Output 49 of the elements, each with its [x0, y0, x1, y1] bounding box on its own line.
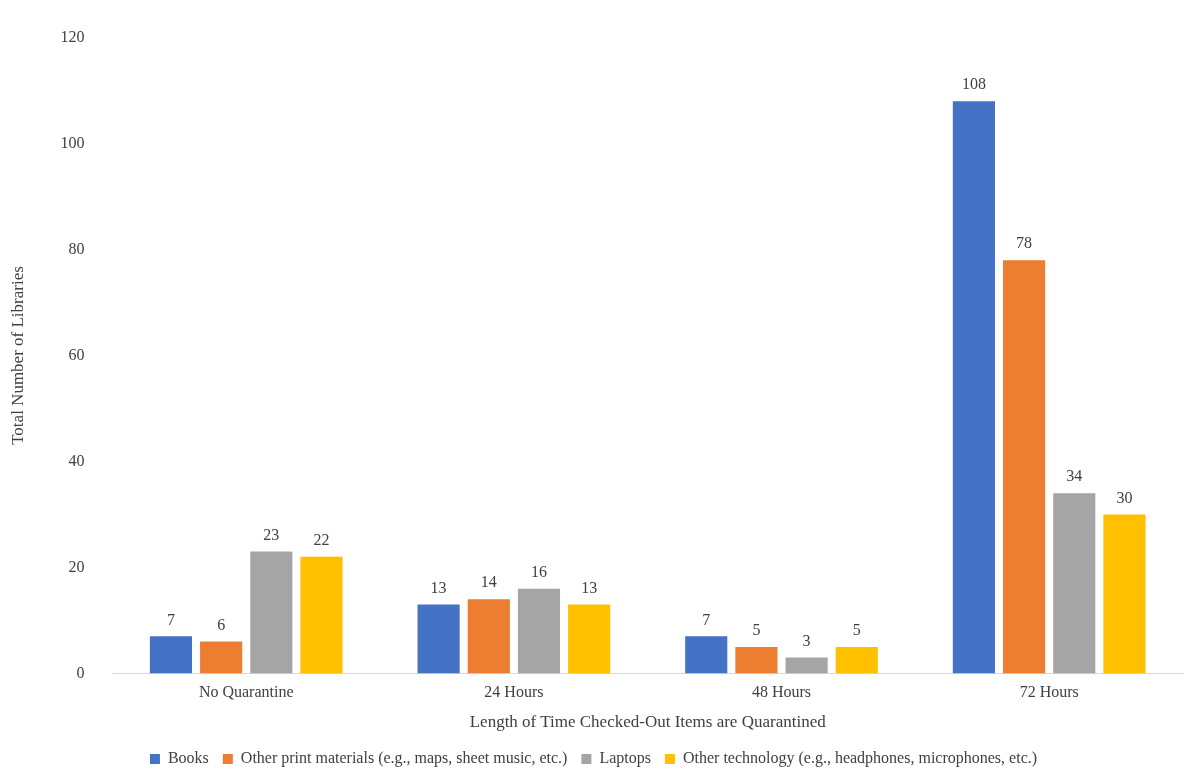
x-tick-label: 24 Hours [484, 683, 544, 701]
data-label: 16 [530, 562, 547, 580]
y-tick-label: 20 [68, 557, 85, 575]
data-label: 5 [752, 621, 761, 639]
data-label: 6 [217, 615, 226, 633]
legend-label: Other print materials (e.g., maps, sheet music, etc.) [240, 749, 568, 768]
bar [200, 641, 243, 674]
data-label: 14 [480, 573, 497, 591]
data-label: 34 [1066, 467, 1083, 485]
bar [417, 604, 460, 674]
data-label: 5 [852, 621, 861, 639]
y-tick-label: 40 [68, 451, 85, 469]
x-tick-label: 72 Hours [1019, 683, 1079, 701]
bar [835, 646, 878, 674]
data-label: 7 [166, 610, 175, 628]
bar [568, 604, 611, 674]
y-tick-label: 60 [68, 345, 85, 363]
bar [1003, 260, 1046, 674]
legend-label: Laptops [599, 749, 651, 768]
data-label: 23 [263, 525, 280, 543]
bar [250, 551, 293, 674]
bar [1103, 514, 1146, 674]
bar [517, 588, 561, 674]
bar [467, 599, 510, 674]
y-tick-label: 80 [68, 239, 85, 257]
data-label: 22 [313, 531, 330, 549]
bar [952, 101, 995, 674]
bar [735, 646, 778, 674]
data-label: 30 [1116, 488, 1133, 506]
data-label: 78 [1016, 234, 1033, 252]
data-label: 13 [581, 578, 598, 596]
y-tick-label: 120 [60, 27, 85, 45]
data-label: 7 [702, 610, 711, 628]
legend-label: Books [167, 749, 209, 767]
x-tick-label: No Quarantine [198, 683, 294, 701]
y-tick-label: 100 [60, 133, 85, 151]
data-label: 13 [430, 578, 447, 596]
x-tick-label: 48 Hours [751, 683, 812, 701]
bar [149, 636, 193, 674]
legend-label: Other technology (e.g., headphones, microphones, etc.) [682, 749, 1038, 768]
y-axis-title: Total Number of Libraries [7, 266, 27, 445]
bar [785, 657, 828, 674]
bar [685, 636, 728, 674]
bar [300, 556, 343, 674]
x-axis-title: Length of Time Checked-Out Items are Quarantined [469, 712, 827, 732]
data-label: 3 [802, 631, 811, 649]
data-label: 108 [961, 75, 986, 93]
y-tick-label: 0 [76, 663, 85, 681]
bar [1053, 493, 1096, 674]
